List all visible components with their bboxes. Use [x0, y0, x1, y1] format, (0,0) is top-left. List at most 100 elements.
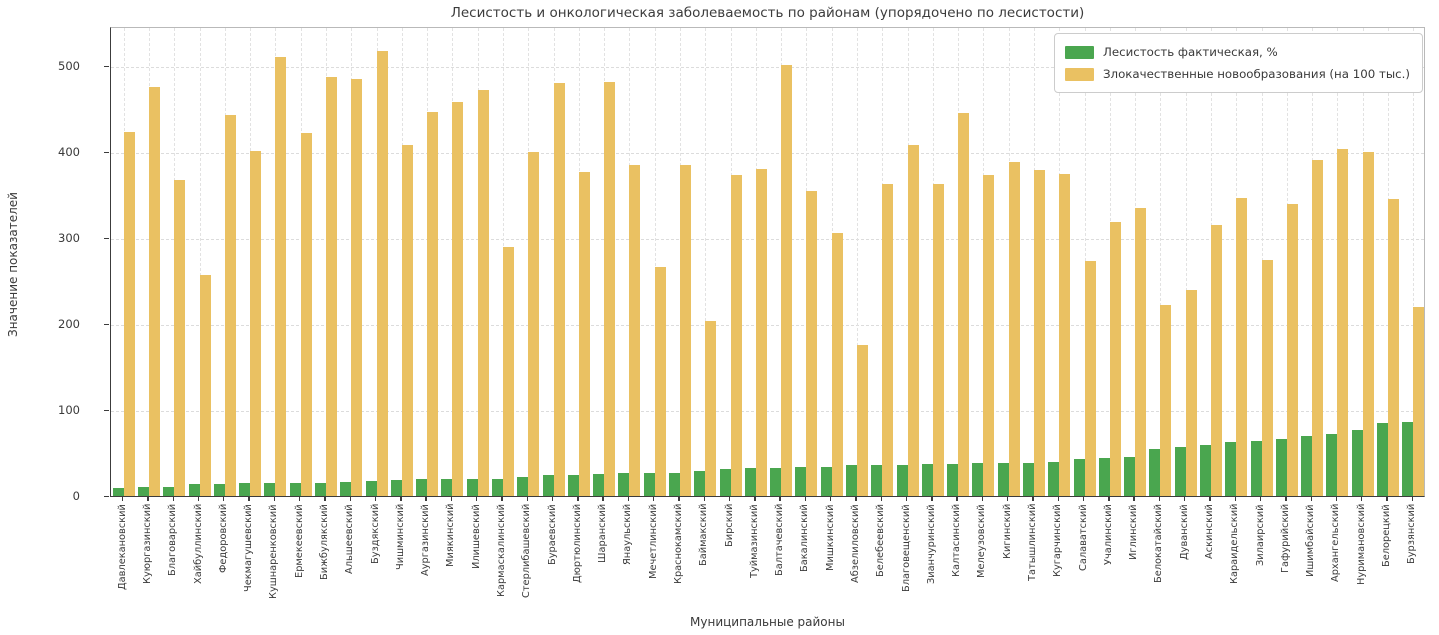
y-tick-mark	[104, 496, 109, 498]
bar-cancer	[604, 82, 616, 496]
x-tick-label: Благоварский	[167, 504, 179, 577]
bar-cancer	[1059, 173, 1071, 496]
x-tick-label: Дюртюлинский	[571, 504, 583, 584]
y-tick-mark	[104, 238, 109, 240]
x-tick-mark	[981, 497, 984, 501]
bar-cancer	[1413, 306, 1425, 496]
bar-forest	[719, 469, 731, 496]
x-tick-mark	[374, 497, 377, 501]
bar-forest	[997, 463, 1009, 496]
bar-cancer	[1261, 260, 1273, 496]
x-tick-mark	[653, 497, 655, 501]
x-tick-mark	[1386, 497, 1388, 501]
bar-cancer	[528, 152, 540, 496]
bar-forest	[1351, 430, 1363, 496]
bar-cancer	[351, 78, 363, 496]
bar-cancer	[502, 246, 514, 496]
legend-label: Злокачественные новообразования (на 100 …	[1102, 67, 1410, 81]
bar-cancer	[629, 164, 641, 496]
bar-forest	[593, 473, 605, 496]
x-tick-label: Кугарчинский	[1052, 504, 1064, 577]
bar-forest	[466, 478, 478, 496]
bar-cancer	[1160, 305, 1172, 496]
bar-forest	[289, 482, 301, 496]
bar-forest	[1124, 456, 1136, 496]
x-tick-label: Салаватский	[1077, 504, 1089, 571]
bar-forest	[643, 473, 655, 496]
x-tick-label: Благовещенский	[900, 504, 912, 592]
bar-forest	[795, 467, 807, 496]
bar-cancer	[1084, 261, 1096, 496]
bar-cancer	[1236, 198, 1248, 496]
x-tick-label: Буздякский	[369, 504, 381, 565]
x-tick-label: Стерлибашевский	[521, 504, 533, 599]
bar-forest	[668, 472, 680, 496]
x-tick-label: Учалинский	[1102, 504, 1114, 565]
bar-cancer	[300, 133, 312, 496]
legend-label: Лесистость фактическая, %	[1102, 45, 1278, 59]
y-tick-label: 0	[72, 489, 80, 503]
bar-forest	[416, 479, 428, 496]
x-tick-mark	[678, 497, 680, 501]
y-axis-label: Значение показателей	[6, 192, 20, 338]
bar-forest	[618, 473, 630, 496]
bar-forest	[947, 463, 959, 496]
bar-cancer	[831, 232, 843, 496]
bar-forest	[441, 479, 453, 496]
x-axis-label: Муниципальные районы	[690, 615, 845, 629]
bar-forest	[1402, 422, 1414, 496]
bar-cancer	[1185, 289, 1197, 496]
x-tick-label: Бирский	[723, 504, 735, 548]
y-tick-label: 500	[58, 59, 80, 73]
x-tick-label: Калтасинский	[951, 504, 963, 578]
bar-cancer	[907, 145, 919, 496]
bar-forest	[390, 480, 402, 496]
bar-cancer	[199, 274, 211, 496]
y-tick-mark	[104, 152, 109, 154]
bar-forest	[239, 483, 251, 496]
x-tick-label: Дуванский	[1178, 504, 1190, 560]
bar-forest	[744, 468, 756, 496]
bar-forest	[365, 480, 377, 496]
bar-cancer	[578, 171, 590, 496]
x-tick-label: Шаранский	[597, 504, 609, 564]
bar-cancer	[983, 175, 995, 496]
x-tick-mark	[1158, 497, 1161, 501]
x-tick-mark	[1285, 497, 1287, 501]
x-tick-label: Миякинский	[445, 504, 457, 568]
bar-forest	[770, 467, 782, 496]
bar-cancer	[224, 115, 236, 496]
v-gridline	[199, 28, 201, 496]
v-gridline	[1160, 28, 1162, 496]
v-gridline	[857, 28, 858, 496]
x-tick-mark	[349, 497, 351, 501]
x-tick-mark	[754, 497, 756, 501]
h-gridline	[111, 239, 1424, 240]
x-tick-label: Куюргазинский	[141, 504, 153, 585]
bar-cancer	[958, 113, 970, 496]
x-tick-label: Кушнаренковский	[268, 504, 280, 599]
bar-forest	[921, 464, 933, 496]
bar-forest	[1073, 459, 1085, 496]
x-tick-label: Бакалинский	[799, 504, 811, 572]
x-tick-mark	[905, 497, 908, 501]
bar-cancer	[755, 169, 767, 496]
x-tick-mark	[526, 497, 528, 501]
legend: Лесистость фактическая, % Злокачественные…	[1053, 33, 1423, 93]
legend-row: Злокачественные новообразования (на 100 …	[1064, 63, 1410, 85]
h-gridline	[111, 153, 1424, 154]
bar-cancer	[654, 267, 666, 496]
x-tick-mark	[1310, 497, 1312, 501]
bar-cancer	[806, 190, 818, 496]
bar-forest	[1250, 440, 1262, 496]
x-tick-mark	[804, 497, 807, 501]
bar-cancer	[553, 83, 565, 496]
x-tick-mark	[425, 497, 427, 501]
bar-forest	[340, 481, 352, 496]
bar-forest	[1275, 439, 1287, 496]
bar-cancer	[452, 102, 464, 496]
y-tick-label: 200	[58, 317, 80, 331]
bar-forest	[188, 484, 200, 496]
forest-swatch-icon	[1064, 45, 1094, 59]
v-gridline	[705, 28, 707, 496]
